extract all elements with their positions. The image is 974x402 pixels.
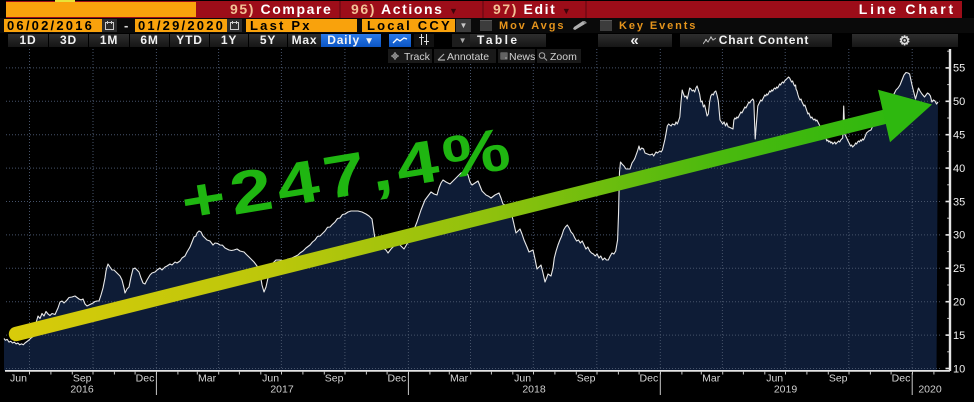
svg-text:50: 50 xyxy=(953,96,965,108)
svg-text:Sep: Sep xyxy=(325,373,344,385)
svg-text:Sep: Sep xyxy=(73,373,92,385)
svg-text:Mar: Mar xyxy=(702,373,721,385)
svg-text:Jun: Jun xyxy=(262,373,279,385)
svg-text:35: 35 xyxy=(953,196,965,208)
svg-text:55: 55 xyxy=(953,63,965,75)
svg-text:Sep: Sep xyxy=(577,373,596,385)
svg-text:Track: Track xyxy=(404,51,431,63)
svg-text:30: 30 xyxy=(953,230,965,242)
svg-text:10: 10 xyxy=(953,363,965,375)
svg-text:2019: 2019 xyxy=(774,384,798,396)
svg-text:Mar: Mar xyxy=(198,373,217,385)
svg-text:2016: 2016 xyxy=(70,384,94,396)
svg-text:Mar: Mar xyxy=(450,373,469,385)
svg-text:News: News xyxy=(509,51,535,63)
svg-text:Annotate: Annotate xyxy=(447,51,489,63)
svg-text:15: 15 xyxy=(953,330,965,342)
svg-text:Zoom: Zoom xyxy=(550,51,577,63)
svg-text:20: 20 xyxy=(953,297,965,309)
svg-text:Jun: Jun xyxy=(766,373,783,385)
svg-text:45: 45 xyxy=(953,130,965,142)
svg-text:2020: 2020 xyxy=(918,384,942,396)
svg-text:Sep: Sep xyxy=(829,373,848,385)
svg-text:2018: 2018 xyxy=(522,384,546,396)
svg-text:2017: 2017 xyxy=(270,384,294,396)
svg-text:Dec: Dec xyxy=(892,373,911,385)
svg-text:Jun: Jun xyxy=(10,373,27,385)
svg-text:Dec: Dec xyxy=(388,373,407,385)
svg-text:25: 25 xyxy=(953,263,965,275)
svg-text:40: 40 xyxy=(953,163,965,175)
svg-text:Jun: Jun xyxy=(514,373,531,385)
svg-text:Dec: Dec xyxy=(640,373,659,385)
svg-text:Dec: Dec xyxy=(136,373,155,385)
